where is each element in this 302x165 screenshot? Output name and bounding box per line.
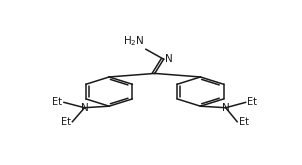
Text: N: N: [81, 103, 88, 113]
Text: Et: Et: [239, 117, 249, 127]
Text: Et: Et: [247, 97, 258, 107]
Text: Et: Et: [52, 97, 62, 107]
Text: N: N: [165, 54, 173, 64]
Text: Et: Et: [60, 117, 70, 127]
Text: H$_2$N: H$_2$N: [123, 34, 145, 48]
Text: N: N: [222, 103, 230, 113]
